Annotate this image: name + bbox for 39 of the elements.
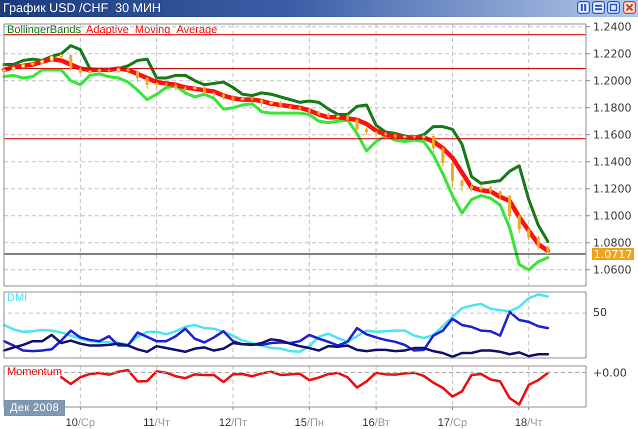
candlestick	[356, 118, 359, 133]
series-label: Momentum	[7, 366, 62, 378]
candlestick	[69, 54, 72, 72]
x-tick-label: 12/Пт	[218, 416, 248, 429]
x-tick-label: 11/Чт	[143, 416, 170, 429]
candlestick	[546, 244, 550, 256]
y-tick-label: 1.1400	[593, 156, 632, 169]
y-tick-label: 1.1000	[593, 210, 632, 223]
text: 50	[593, 306, 607, 320]
candlestick	[146, 76, 149, 90]
candlestick	[508, 195, 512, 220]
y-tick-label: 1.0800	[593, 236, 632, 250]
x-tick-label: 18/Чт	[514, 416, 543, 429]
candlestick	[518, 214, 521, 234]
y-tick-label: 1.2200	[593, 48, 632, 61]
y-tick-label: 1.0600	[593, 264, 632, 277]
x-tick-label: 16/Вт	[362, 416, 390, 429]
ref-line-label: 1.0717	[594, 248, 632, 261]
candlestick	[441, 146, 444, 168]
series-label: DMI	[7, 292, 28, 304]
candlestick	[460, 178, 464, 192]
annotation: Дек 2008	[4, 400, 66, 416]
candlestick	[432, 136, 435, 153]
y-tick-label: 1.1800	[593, 102, 632, 115]
y-tick-label: 1.2400	[593, 20, 632, 34]
text: Adaptive_Moving_Average	[86, 24, 218, 36]
candlestick	[536, 236, 540, 250]
x-tick-label: 15/Пн	[294, 416, 324, 429]
y-tick-label: 1.1600	[593, 128, 632, 142]
candlestick	[498, 190, 502, 200]
x-tick-label: 10/Ср	[66, 416, 96, 429]
candlestick	[450, 161, 454, 187]
y-tick-label: 1.2000	[593, 74, 632, 88]
x-tick-label: 17/Ср	[438, 416, 468, 429]
ref-line-label: +0.00	[593, 366, 627, 380]
y-tick-label: 1.1200	[593, 182, 632, 196]
chart-title: График USD /CHF 30 МИН	[3, 1, 161, 16]
candlestick	[527, 227, 530, 241]
series-label: BollingerBands	[7, 24, 81, 36]
